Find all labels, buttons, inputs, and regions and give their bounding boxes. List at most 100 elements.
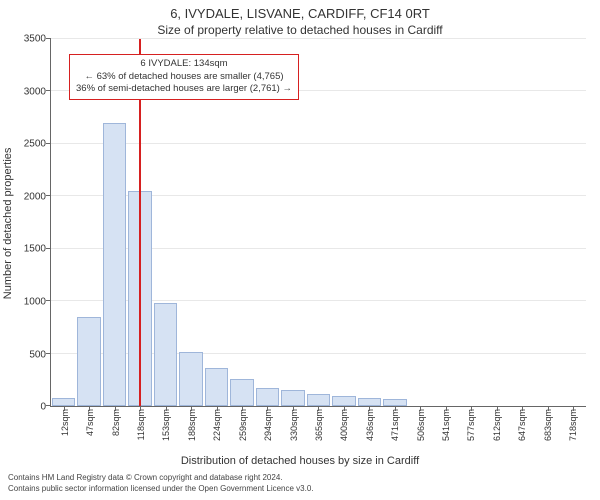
bar-column — [357, 39, 382, 406]
bar-column — [306, 39, 331, 406]
y-tick-label: 3500 — [24, 34, 46, 45]
x-tick-mark — [548, 406, 549, 411]
x-tick-label: 47sqm — [85, 409, 95, 436]
x-tick-column: 82sqm — [103, 407, 128, 455]
callout-line3: 36% of semi-detached houses are larger (… — [76, 83, 292, 96]
x-axis: 12sqm 47sqm 82sqm 118sqm 153sqm 188sqm 224sqm 2… — [52, 407, 586, 455]
histogram-bar — [205, 368, 228, 406]
y-axis-label: Number of detached properties — [0, 39, 18, 407]
y-tick-label: 1000 — [24, 297, 46, 308]
x-tick-mark — [471, 406, 472, 411]
x-tick-label: 188sqm — [187, 409, 197, 441]
histogram-bar — [383, 399, 406, 406]
histogram-bar — [358, 398, 381, 406]
x-tick-label: 436sqm — [365, 409, 375, 441]
plot-area: 6 IVYDALE: 134sqm ← 63% of detached hous… — [50, 39, 586, 407]
x-tick-label: 294sqm — [263, 409, 273, 441]
x-tick-label: 12sqm — [60, 409, 70, 436]
x-tick-mark — [242, 406, 243, 411]
callout-line2: ← 63% of detached houses are smaller (4,… — [76, 71, 292, 84]
x-tick-mark — [573, 406, 574, 411]
x-tick-column: 153sqm — [154, 407, 179, 455]
x-tick-column: 224sqm — [205, 407, 230, 455]
x-tick-mark — [267, 406, 268, 411]
x-tick-label: 224sqm — [212, 409, 222, 441]
y-tick-label: 3000 — [24, 86, 46, 97]
x-tick-label: 577sqm — [466, 409, 476, 441]
histogram-bar — [256, 388, 279, 406]
x-tick-column: 577sqm — [459, 407, 484, 455]
x-tick-label: 471sqm — [390, 409, 400, 441]
histogram-bar — [281, 390, 304, 406]
x-tick-mark — [446, 406, 447, 411]
bar-column — [459, 39, 484, 406]
x-tick-mark — [89, 406, 90, 411]
x-tick-mark — [369, 406, 370, 411]
x-tick-mark — [64, 406, 65, 411]
x-tick-label: 683sqm — [543, 409, 553, 441]
x-tick-mark — [344, 406, 345, 411]
bar-column — [433, 39, 458, 406]
histogram-bar — [307, 394, 330, 407]
x-tick-label: 153sqm — [161, 409, 171, 441]
x-tick-column: 541sqm — [433, 407, 458, 455]
attribution: Contains HM Land Registry data © Crown c… — [0, 471, 600, 500]
x-tick-column: 436sqm — [357, 407, 382, 455]
bar-column — [560, 39, 585, 406]
histogram-bar — [52, 398, 75, 406]
attribution-line1: Contains HM Land Registry data © Crown c… — [8, 473, 592, 483]
x-tick-mark — [217, 406, 218, 411]
title-address: 6, IVYDALE, LISVANE, CARDIFF, CF14 0RT — [0, 6, 600, 21]
x-tick-mark — [497, 406, 498, 411]
x-tick-mark — [140, 406, 141, 411]
histogram-bar — [332, 396, 355, 406]
x-tick-column: 471sqm — [382, 407, 407, 455]
x-tick-label: 541sqm — [441, 409, 451, 441]
x-tick-column: 365sqm — [306, 407, 331, 455]
x-tick-label: 365sqm — [314, 409, 324, 441]
bar-column — [509, 39, 534, 406]
histogram-bar — [103, 123, 126, 406]
y-tick-label: 0 — [40, 402, 46, 413]
x-tick-column: 718sqm — [560, 407, 585, 455]
x-tick-mark — [395, 406, 396, 411]
x-tick-column: 683sqm — [535, 407, 560, 455]
title-subtitle: Size of property relative to detached ho… — [0, 23, 600, 37]
chart-container: 6, IVYDALE, LISVANE, CARDIFF, CF14 0RT S… — [0, 0, 600, 500]
attribution-line2: Contains public sector information licen… — [8, 484, 592, 494]
x-tick-column: 188sqm — [179, 407, 204, 455]
x-tick-mark — [420, 406, 421, 411]
x-tick-label: 718sqm — [568, 409, 578, 441]
chart-row: Number of detached properties 0500100015… — [0, 39, 600, 407]
y-tick-label: 2500 — [24, 139, 46, 150]
x-tick-column: 330sqm — [281, 407, 306, 455]
histogram-bar — [77, 317, 100, 406]
x-tick-label: 259sqm — [238, 409, 248, 441]
x-tick-label: 330sqm — [289, 409, 299, 441]
y-tick-label: 2000 — [24, 191, 46, 202]
bar-column — [408, 39, 433, 406]
x-tick-label: 118sqm — [136, 409, 146, 440]
bar-column — [331, 39, 356, 406]
bar-column — [382, 39, 407, 406]
x-tick-mark — [522, 406, 523, 411]
x-tick-column: 400sqm — [332, 407, 357, 455]
x-tick-column: 294sqm — [255, 407, 280, 455]
callout-line1: 6 IVYDALE: 134sqm — [76, 58, 292, 71]
x-tick-mark — [191, 406, 192, 411]
x-axis-label: Distribution of detached houses by size … — [0, 455, 600, 467]
callout-box: 6 IVYDALE: 134sqm ← 63% of detached hous… — [69, 54, 299, 100]
x-tick-mark — [166, 406, 167, 411]
x-tick-column: 118sqm — [128, 407, 153, 455]
x-tick-label: 612sqm — [492, 409, 502, 441]
x-tick-column: 647sqm — [510, 407, 535, 455]
x-tick-column: 612sqm — [484, 407, 509, 455]
bar-column — [484, 39, 509, 406]
histogram-bar — [179, 352, 202, 407]
x-tick-mark — [318, 406, 319, 411]
x-tick-label: 400sqm — [339, 409, 349, 441]
x-tick-label: 647sqm — [517, 409, 527, 441]
x-tick-column: 47sqm — [77, 407, 102, 455]
y-tick-label: 500 — [29, 349, 46, 360]
x-tick-column: 259sqm — [230, 407, 255, 455]
